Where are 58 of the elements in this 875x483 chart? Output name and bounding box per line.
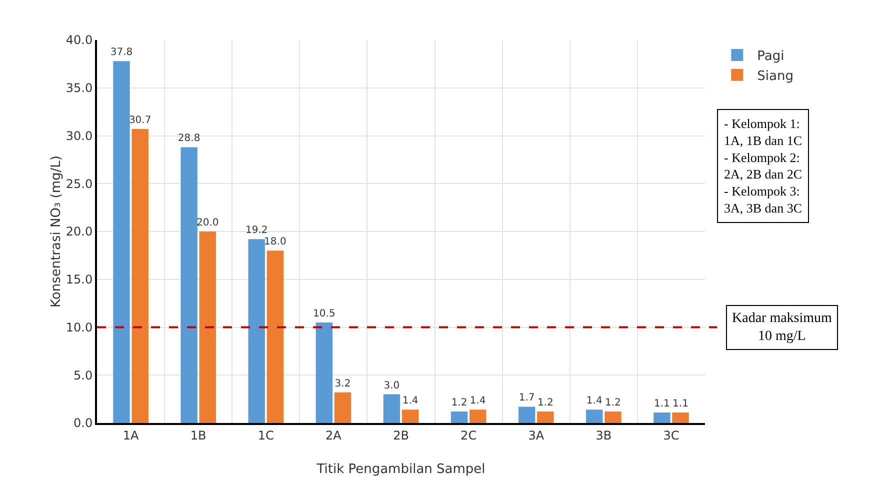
bar: [469, 410, 486, 423]
data-label: 1.1: [654, 398, 670, 410]
bar: [383, 394, 400, 423]
data-label: 28.8: [178, 133, 200, 144]
x-tick-label: 3B: [596, 428, 612, 442]
bar: [113, 61, 130, 423]
data-label: 18.0: [264, 236, 286, 248]
y-tick-label: 40.0: [66, 33, 93, 48]
data-label: 37.8: [110, 47, 133, 58]
y-tick-label: 5.0: [74, 368, 93, 382]
data-label: 1.2: [537, 398, 554, 409]
y-tick-label: 35.0: [66, 81, 93, 96]
data-label: 10.5: [313, 308, 336, 320]
data-label: 3.0: [384, 380, 400, 392]
y-tick-label: 15.0: [66, 272, 93, 287]
data-label: 19.2: [245, 225, 268, 236]
bar: [518, 406, 536, 423]
x-tick-label: 2C: [460, 428, 477, 442]
x-tick-label: 1A: [122, 428, 140, 442]
bar: [586, 410, 603, 423]
y-tick-label: 10.0: [66, 320, 93, 334]
y-tick-label: 30.0: [66, 128, 93, 143]
bar: [450, 412, 468, 423]
bar: [248, 239, 265, 423]
data-label: 1.4: [402, 396, 418, 407]
bar: [180, 147, 198, 423]
bar: [132, 129, 148, 423]
data-label: 1.2: [605, 398, 621, 409]
data-label: 3.2: [334, 378, 351, 390]
text: - Kelompok 1: 1A, 1B dan 1C - Kelompok 2: 2A, 2B dan 2C - Kelompok 3: 3A, 3B dan 3C: [724, 116, 802, 216]
x-tick-label: 3C: [663, 428, 680, 442]
data-label: 1.2: [451, 398, 468, 409]
legend-label: Siang: [757, 68, 794, 84]
x-tick-label: 2B: [393, 428, 409, 442]
y-tick-label: 20.0: [66, 224, 93, 239]
bar: [316, 322, 333, 423]
bar: [654, 412, 670, 423]
x-tick-label: 2A: [326, 428, 342, 442]
y-tick-label: 25.0: [66, 176, 93, 191]
legend-label: Pagi: [757, 49, 784, 64]
bar: [604, 412, 622, 423]
bar: [266, 250, 284, 423]
bar: [672, 412, 689, 423]
data-label: 1.4: [470, 396, 486, 407]
data-label: 1.4: [586, 396, 602, 407]
y-axis-title: Konsentrasi NO₃ (mg/L): [48, 156, 64, 308]
bar: [199, 232, 216, 423]
bar: [402, 410, 419, 423]
data-label: 1.7: [518, 392, 535, 404]
ref-line-label: Kadar maksimum 10 mg/L: [732, 311, 832, 344]
bar: [334, 392, 352, 423]
x-tick-label: 1C: [258, 428, 274, 442]
y-tick-label: 0.0: [74, 416, 93, 430]
x-tick-label: 3A: [528, 428, 545, 442]
x-tick-label: 1B: [190, 428, 206, 442]
bar: [537, 412, 554, 423]
x-axis-title: Titik Pengambilan Sampel: [316, 462, 486, 477]
data-label: 1.1: [672, 398, 688, 410]
